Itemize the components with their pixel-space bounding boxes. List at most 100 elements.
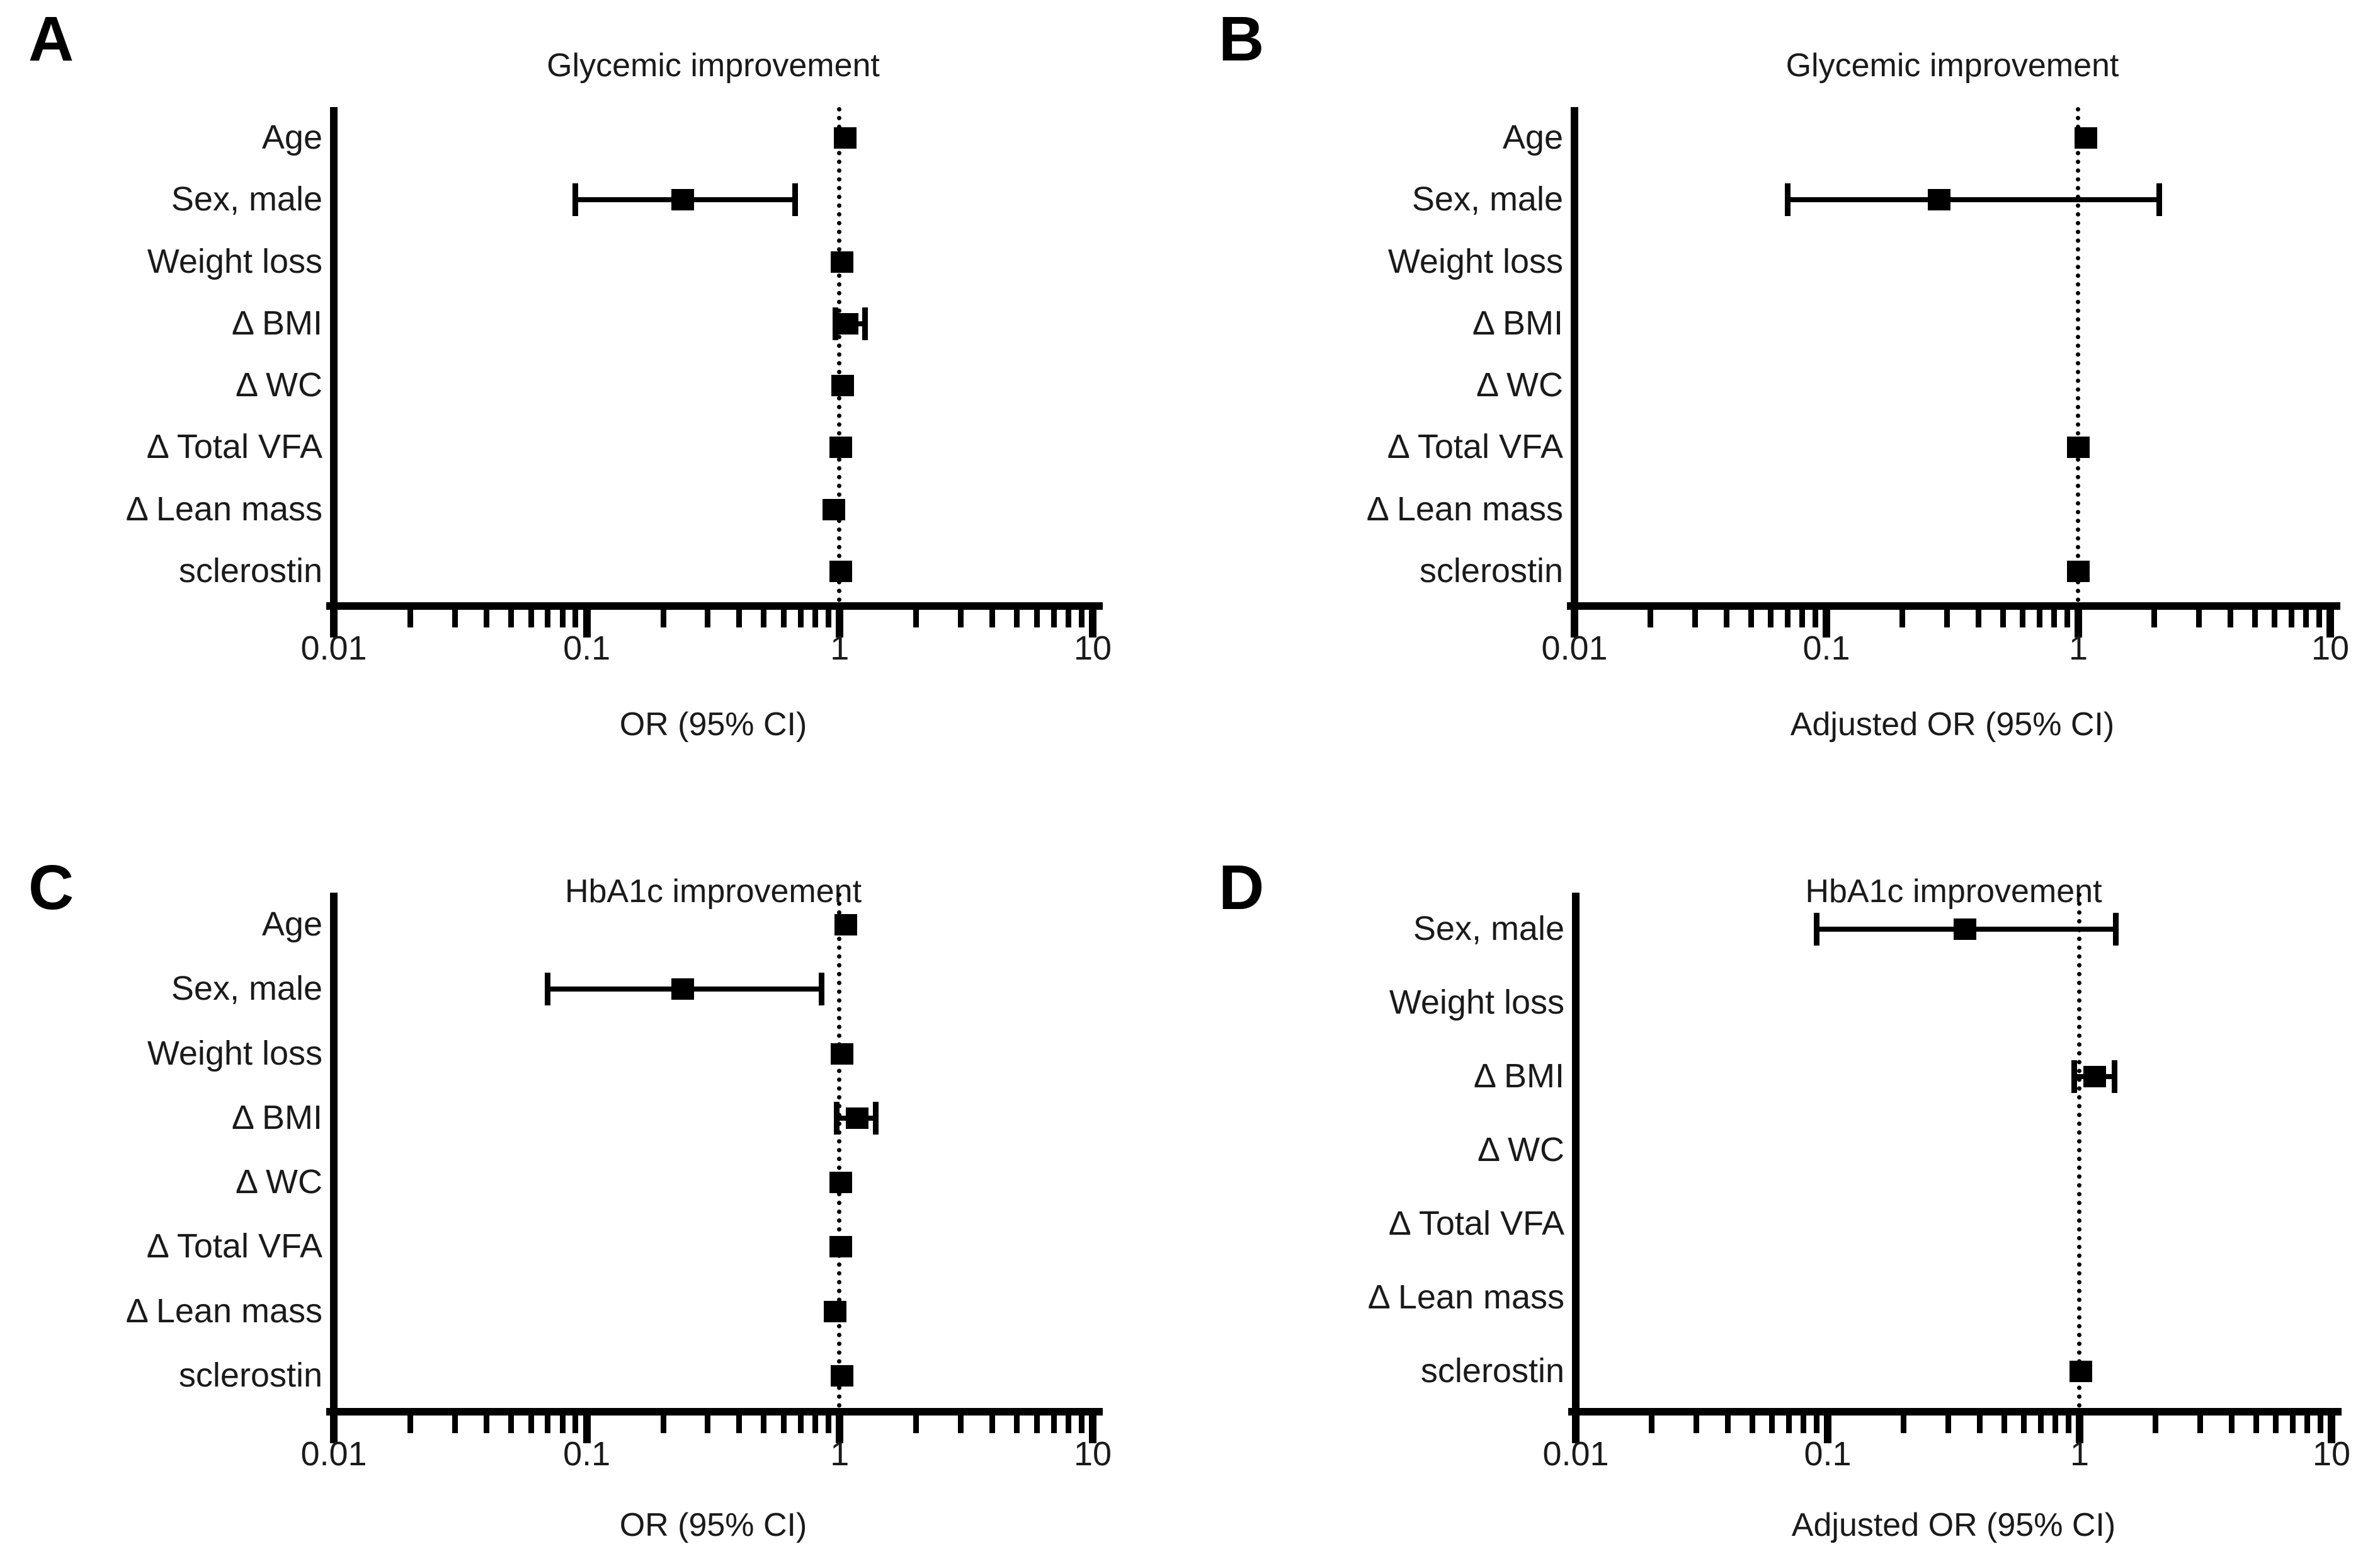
ci-cap-right bbox=[2113, 913, 2119, 946]
x-axis-minor-tick bbox=[452, 602, 458, 627]
x-axis-minor-tick bbox=[2053, 1408, 2059, 1433]
x-axis-minor-tick bbox=[2195, 602, 2202, 627]
x-axis-minor-tick bbox=[1801, 1408, 1807, 1433]
x-axis-tick-label: 10 bbox=[2311, 629, 2350, 667]
forest-point-marker bbox=[823, 498, 846, 520]
x-axis bbox=[326, 1408, 1103, 1416]
x-axis-minor-tick bbox=[508, 602, 514, 627]
panel-c-plot-area: 0.01 0.1 1 10 Age Sex, male Weight loss Δ BMI Δ … bbox=[0, 778, 1190, 1556]
x-axis-minor-tick bbox=[407, 1408, 413, 1433]
row-label: sclerostin bbox=[178, 1356, 322, 1394]
panel-d-title: HbA1c improvement bbox=[1805, 873, 2102, 910]
row-label: Δ Lean mass bbox=[125, 489, 322, 528]
row-label: sclerostin bbox=[1420, 1351, 1564, 1390]
x-axis-minor-tick bbox=[2252, 602, 2258, 627]
x-axis-major-tick bbox=[836, 1408, 844, 1443]
forest-point-marker bbox=[2069, 1360, 2092, 1382]
forest-point-marker bbox=[829, 1236, 853, 1258]
forest-point-marker bbox=[1927, 189, 1950, 211]
x-axis-major-tick bbox=[583, 602, 591, 638]
row-label: Δ Lean mass bbox=[125, 1291, 322, 1330]
x-axis-minor-tick bbox=[1724, 1408, 1731, 1433]
x-axis-minor-tick bbox=[1014, 602, 1020, 627]
x-axis-minor-tick bbox=[2065, 1408, 2071, 1433]
forest-point-marker bbox=[671, 189, 695, 211]
panel-b-plot-area: 0.01 0.1 1 10 Age Sex, male Weight loss Δ BMI Δ … bbox=[1190, 0, 2380, 778]
x-axis-minor-tick bbox=[1692, 602, 1698, 627]
x-axis-minor-tick bbox=[1945, 1408, 1951, 1433]
y-axis bbox=[330, 107, 338, 611]
row-label: Sex, male bbox=[171, 180, 322, 219]
row-label: Δ BMI bbox=[231, 304, 322, 342]
x-axis-minor-tick bbox=[2153, 1408, 2159, 1433]
x-axis-tick-label: 0.1 bbox=[563, 1435, 611, 1473]
y-axis bbox=[1571, 107, 1578, 611]
panel-letter-a: A bbox=[28, 4, 74, 74]
x-axis-major-tick bbox=[2328, 1408, 2335, 1443]
row-label: Weight loss bbox=[147, 1034, 322, 1072]
ci-cap-left bbox=[834, 1101, 840, 1135]
row-label: Δ BMI bbox=[1473, 1057, 1564, 1095]
reference-line bbox=[837, 107, 842, 602]
forest-point-marker bbox=[2074, 127, 2097, 149]
x-axis-minor-tick bbox=[1051, 602, 1057, 627]
x-axis-major-tick bbox=[1572, 1408, 1580, 1443]
x-axis-minor-tick bbox=[2290, 1408, 2296, 1433]
x-axis-major-tick bbox=[2075, 602, 2082, 638]
x-axis-minor-tick bbox=[572, 1408, 579, 1433]
x-axis-tick-label: 0.01 bbox=[1541, 629, 1608, 667]
row-label: Δ WC bbox=[235, 366, 322, 404]
x-axis-minor-tick bbox=[1648, 602, 1654, 627]
x-axis-major-tick bbox=[330, 1408, 338, 1443]
x-axis-minor-tick bbox=[508, 1408, 514, 1433]
row-label: Weight loss bbox=[147, 242, 322, 280]
x-axis-minor-tick bbox=[1813, 1408, 1819, 1433]
x-axis-minor-tick bbox=[1014, 1408, 1020, 1433]
ci-cap-left bbox=[1785, 183, 1791, 217]
x-axis-minor-tick bbox=[2273, 1408, 2279, 1433]
x-axis-minor-tick bbox=[812, 1408, 819, 1433]
forest-point-marker bbox=[830, 1364, 853, 1387]
x-axis-minor-tick bbox=[545, 602, 551, 627]
forest-point-marker bbox=[2067, 560, 2090, 582]
x-axis-tick-label: 1 bbox=[830, 1435, 850, 1473]
x-axis-minor-tick bbox=[1749, 1408, 1755, 1433]
x-axis-minor-tick bbox=[2227, 602, 2233, 627]
x-axis bbox=[1568, 1408, 2342, 1416]
x-axis-minor-tick bbox=[2317, 1408, 2323, 1433]
x-axis-minor-tick bbox=[825, 602, 831, 627]
forest-point-marker bbox=[829, 437, 853, 459]
ci-cap-right bbox=[862, 307, 868, 340]
forest-point-marker bbox=[834, 914, 858, 936]
x-axis-major-tick bbox=[2076, 1408, 2083, 1443]
row-label: Δ Lean mass bbox=[1366, 489, 1563, 528]
x-axis-major-tick bbox=[583, 1408, 591, 1443]
x-axis-tick-label: 0.01 bbox=[300, 629, 367, 667]
row-label: Δ Total VFA bbox=[146, 428, 322, 466]
panel-letter-b: B bbox=[1219, 4, 1265, 74]
reference-line bbox=[2077, 893, 2081, 1408]
y-axis bbox=[1572, 893, 1580, 1417]
x-axis-minor-tick bbox=[798, 602, 804, 627]
x-axis-minor-tick bbox=[545, 1408, 551, 1433]
x-axis-minor-tick bbox=[572, 602, 579, 627]
forest-point-marker bbox=[824, 1300, 847, 1322]
row-label: Age bbox=[261, 118, 322, 157]
x-axis-minor-tick bbox=[1799, 602, 1806, 627]
x-axis-tick-label: 1 bbox=[2068, 629, 2088, 667]
x-axis-minor-tick bbox=[989, 1408, 996, 1433]
panel-d: D HbA1c improvement 0.01 0.1 1 10 Sex, male W… bbox=[1190, 778, 2380, 1556]
panel-letter-d: D bbox=[1219, 852, 1265, 923]
x-axis-minor-tick bbox=[1051, 1408, 1057, 1433]
x-axis-minor-tick bbox=[2151, 602, 2158, 627]
panel-b-x-axis-label: Adjusted OR (95% CI) bbox=[1790, 706, 2115, 743]
row-label: Δ Total VFA bbox=[1388, 1204, 1564, 1242]
x-axis-minor-tick bbox=[1066, 1408, 1072, 1433]
x-axis bbox=[326, 602, 1103, 610]
row-label: Δ Lean mass bbox=[1367, 1278, 1564, 1316]
row-label: Age bbox=[261, 905, 322, 944]
x-axis-minor-tick bbox=[660, 1408, 666, 1433]
x-axis-minor-tick bbox=[1033, 1408, 1040, 1433]
x-axis-tick-label: 1 bbox=[830, 629, 850, 667]
forest-point-marker bbox=[2067, 437, 2090, 459]
